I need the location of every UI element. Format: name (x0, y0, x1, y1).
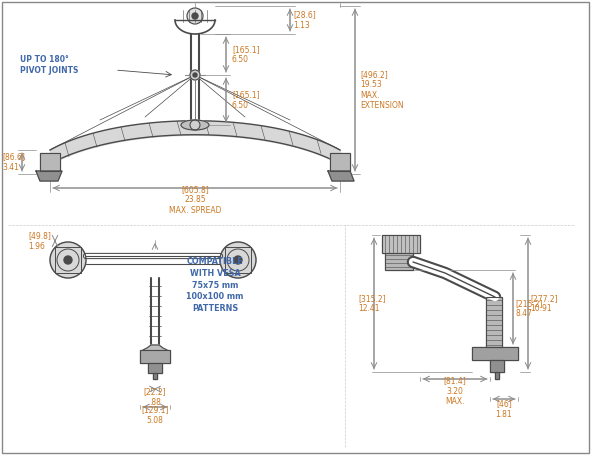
Bar (495, 372, 499, 379)
Bar (140, 350, 170, 363)
Text: [81.4]
3.20
MAX.: [81.4] 3.20 MAX. (444, 376, 466, 406)
Bar (472, 347, 518, 360)
Circle shape (234, 256, 242, 264)
Polygon shape (143, 345, 167, 350)
Bar (148, 363, 162, 373)
Bar (486, 297, 502, 347)
Circle shape (192, 13, 198, 19)
Bar (330, 153, 350, 171)
Text: [28.6]
1.13: [28.6] 1.13 (293, 10, 316, 30)
Bar (225, 247, 251, 273)
Bar (490, 360, 504, 372)
Bar (153, 373, 157, 379)
Bar (486, 297, 502, 347)
Text: [165.1]
6.50: [165.1] 6.50 (232, 90, 259, 110)
Polygon shape (328, 171, 354, 181)
Bar (148, 363, 162, 373)
Circle shape (187, 8, 203, 24)
Text: [86.6]
3.41: [86.6] 3.41 (2, 152, 25, 172)
Bar (490, 360, 504, 372)
Ellipse shape (181, 120, 209, 130)
Circle shape (190, 120, 200, 130)
Text: [496.2]
19.53
MAX.
EXTENSION: [496.2] 19.53 MAX. EXTENSION (360, 70, 404, 110)
Bar (140, 350, 170, 363)
Bar (40, 153, 60, 171)
Polygon shape (36, 171, 62, 181)
Text: [129.1]
5.08: [129.1] 5.08 (141, 405, 169, 425)
Circle shape (190, 70, 200, 80)
Text: [315.2]
12.41: [315.2] 12.41 (358, 294, 385, 313)
Bar (385, 253, 413, 270)
Text: COMPATIBLE
WITH VESA
75x75 mm
100x100 mm
PATTERNS: COMPATIBLE WITH VESA 75x75 mm 100x100 mm… (186, 257, 243, 313)
Text: [46]
1.81: [46] 1.81 (496, 399, 512, 419)
Circle shape (50, 242, 86, 278)
Text: UP TO 180°
PIVOT JOINTS: UP TO 180° PIVOT JOINTS (20, 56, 79, 75)
Text: [22.2]
.88: [22.2] .88 (144, 387, 166, 407)
Bar (382, 235, 420, 253)
Circle shape (193, 73, 197, 77)
Text: [605.8]
23.85
MAX. SPREAD: [605.8] 23.85 MAX. SPREAD (169, 185, 221, 215)
Text: [49.8]
1.96: [49.8] 1.96 (28, 231, 51, 251)
Bar (385, 253, 413, 270)
Bar (55, 247, 81, 273)
Bar (495, 372, 499, 379)
Bar (330, 153, 350, 171)
Text: [277.2]
10.91: [277.2] 10.91 (530, 294, 558, 313)
Bar (40, 153, 60, 171)
Circle shape (220, 242, 256, 278)
Bar (153, 373, 157, 379)
Circle shape (64, 256, 72, 264)
Text: [215.2]
8.47: [215.2] 8.47 (515, 299, 543, 318)
Bar (472, 347, 518, 360)
Bar (382, 235, 420, 253)
Text: [165.1]
6.50: [165.1] 6.50 (232, 45, 259, 64)
